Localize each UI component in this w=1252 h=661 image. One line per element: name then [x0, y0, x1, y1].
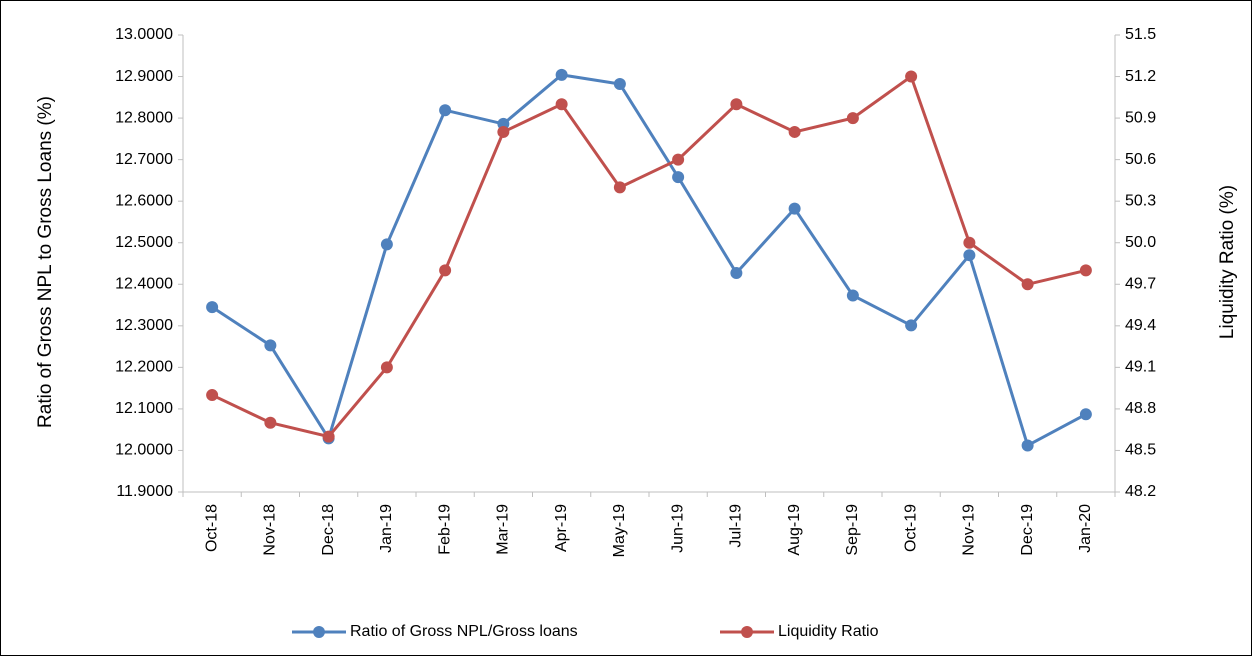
- x-tick-label: Aug-19: [786, 504, 803, 556]
- data-point: [905, 319, 918, 332]
- data-point: [730, 98, 743, 111]
- data-point: [264, 339, 277, 352]
- x-tick-label: Nov-18: [262, 504, 279, 556]
- data-point: [963, 236, 976, 249]
- series-line: [211, 74, 1087, 439]
- y-tick-label: 12.9000: [115, 68, 173, 85]
- y2-tick-label: 51.2: [1125, 68, 1156, 85]
- legend-marker: [313, 626, 325, 638]
- y-tick-label: 12.2000: [115, 359, 173, 376]
- y-tick-label: 12.7000: [115, 151, 173, 168]
- y2-tick-label: 50.0: [1125, 234, 1156, 251]
- x-tick-label: Nov-19: [961, 504, 978, 556]
- y2-tick-label: 48.8: [1125, 400, 1156, 417]
- data-point: [788, 202, 801, 215]
- y-tick-label: 13.0000: [115, 26, 173, 43]
- data-point: [1079, 264, 1092, 277]
- y2-tick-label: 49.7: [1125, 275, 1156, 292]
- series-line: [211, 73, 1087, 448]
- y-tick-label: 12.8000: [115, 109, 173, 126]
- x-tick-label: Oct-18: [203, 504, 220, 552]
- data-point: [206, 301, 219, 314]
- data-point: [380, 361, 393, 374]
- x-tick-label: Dec-19: [1019, 504, 1036, 556]
- y2-tick-label: 48.2: [1125, 483, 1156, 500]
- data-point: [846, 112, 859, 125]
- x-tick-label: Jan-19: [378, 504, 395, 553]
- x-tick-label: Mar-19: [495, 504, 512, 555]
- y2-tick-label: 50.9: [1125, 109, 1156, 126]
- data-point: [672, 171, 685, 184]
- legend-marker: [741, 626, 753, 638]
- y-tick-label: 11.9000: [116, 483, 173, 500]
- y-tick-label: 12.3000: [115, 317, 173, 334]
- data-point: [322, 430, 335, 443]
- data-point: [497, 125, 510, 138]
- y2-tick-label: 51.5: [1125, 26, 1156, 43]
- data-point: [264, 416, 277, 429]
- x-tick-label: Oct-19: [902, 504, 919, 552]
- y2-tick-label: 49.4: [1125, 317, 1156, 334]
- data-point: [672, 153, 685, 166]
- legend-label: Ratio of Gross NPL/Gross loans: [350, 623, 578, 640]
- data-point: [1079, 408, 1092, 421]
- y2-axis-title: Liquidity Ratio (%): [1217, 185, 1238, 339]
- x-tick-label: Jan-20: [1077, 504, 1094, 553]
- y-tick-label: 12.4000: [115, 275, 173, 292]
- y2-tick-label: 48.5: [1125, 442, 1156, 459]
- data-point: [1021, 278, 1034, 291]
- y-tick-label: 12.5000: [115, 234, 173, 251]
- data-point: [555, 68, 568, 81]
- data-point: [905, 70, 918, 83]
- data-point: [963, 249, 976, 262]
- data-point: [555, 98, 568, 111]
- x-tick-label: May-19: [611, 504, 628, 557]
- y-axis-title: Ratio of Gross NPL to Gross Loans (%): [35, 96, 56, 428]
- y2-tick-label: 49.1: [1125, 359, 1156, 376]
- x-tick-label: Apr-19: [553, 504, 570, 552]
- x-tick-label: Feb-19: [436, 504, 453, 555]
- x-tick-label: Dec-18: [320, 504, 337, 556]
- data-point: [380, 238, 393, 251]
- data-point: [730, 267, 743, 280]
- y-tick-label: 12.6000: [115, 192, 173, 209]
- y-tick-label: 12.1000: [115, 400, 173, 417]
- data-point: [846, 289, 859, 302]
- y-tick-label: 12.0000: [115, 442, 173, 459]
- data-point: [439, 104, 452, 117]
- data-point: [613, 181, 626, 194]
- data-point: [1021, 439, 1034, 452]
- x-tick-label: Jun-19: [669, 504, 686, 553]
- y2-tick-label: 50.3: [1125, 192, 1156, 209]
- data-point: [439, 264, 452, 277]
- y2-tick-label: 50.6: [1125, 151, 1156, 168]
- data-point: [206, 389, 219, 402]
- data-point: [613, 78, 626, 91]
- x-tick-label: Jul-19: [728, 504, 745, 548]
- x-tick-label: Sep-19: [844, 504, 861, 556]
- data-point: [788, 125, 801, 138]
- legend-label: Liquidity Ratio: [778, 623, 879, 640]
